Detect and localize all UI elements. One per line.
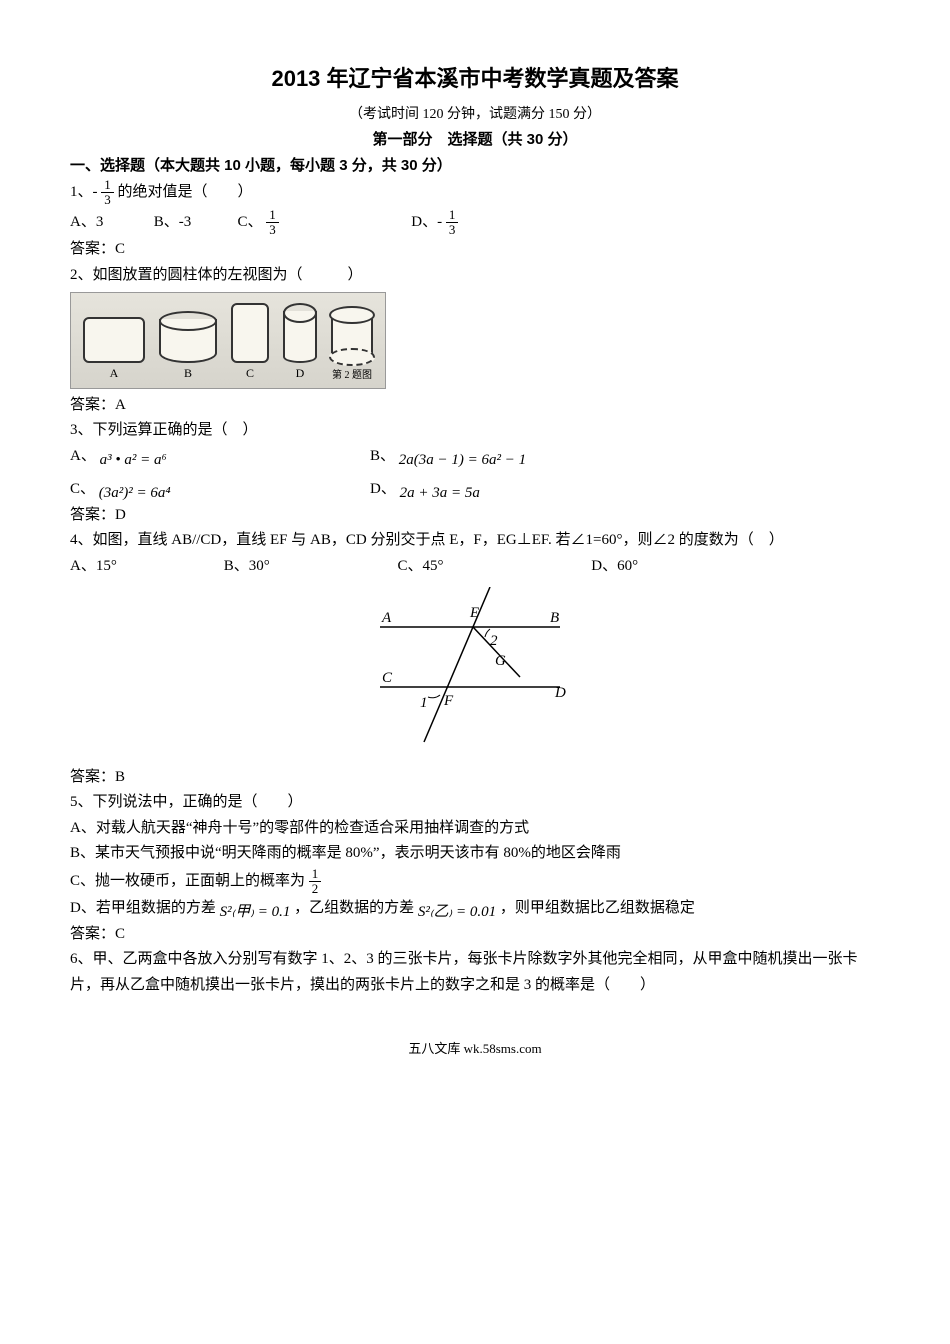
q4-choice-a: A、15°	[70, 554, 220, 580]
q2-answer: 答案：A	[70, 393, 880, 419]
q2-original: 第 2 题图	[331, 313, 373, 384]
q3-choice-a: A、 a³ • a² = a⁶	[70, 444, 370, 470]
q4-stem: 4、如图，直线 AB//CD，直线 EF 与 AB，CD 分别交于点 E，F，E…	[70, 528, 880, 554]
footer: 五八文库 wk.58sms.com	[70, 1038, 880, 1060]
q3-choice-b: B、 2a(3a − 1) = 6a² − 1	[370, 444, 526, 470]
q4-choice-c: C、45°	[398, 554, 588, 580]
svg-text:D: D	[554, 685, 566, 701]
q3-row1: A、 a³ • a² = a⁶ B、 2a(3a − 1) = 6a² − 1	[70, 444, 880, 470]
q5-stem: 5、下列说法中，正确的是（ ）	[70, 790, 880, 816]
part-title: 第一部分 选择题（共 30 分）	[70, 127, 880, 153]
q4-choice-b: B、30°	[224, 554, 394, 580]
q1-stem-part1: 1、-	[70, 184, 98, 200]
q5-choice-b: B、某市天气预报中说“明天降雨的概率是 80%”，表示明天该市有 80%的地区会…	[70, 841, 880, 867]
q3-choice-c: C、 (3a²)² = 6a⁴	[70, 477, 370, 503]
svg-text:A: A	[381, 610, 392, 626]
q1: 1、- 1 3 的绝对值是（ ）	[70, 178, 880, 208]
q5-choice-a: A、对载人航天器“神舟十号”的零部件的检查适合采用抽样调查的方式	[70, 816, 880, 842]
q4-figure: A B C D E F G 1 2	[360, 587, 590, 757]
q2-opt-d: D	[283, 311, 317, 383]
q5-answer: 答案：C	[70, 922, 880, 948]
q1-answer: 答案：C	[70, 237, 880, 263]
q1-choice-c: C、 1 3	[238, 208, 408, 238]
svg-text:C: C	[382, 670, 393, 686]
page-title: 2013 年辽宁省本溪市中考数学真题及答案	[70, 60, 880, 97]
svg-text:F: F	[443, 693, 454, 709]
q1-stem-part2: 的绝对值是（ ）	[118, 184, 253, 200]
q3-row2: C、 (3a²)² = 6a⁴ D、 2a + 3a = 5a	[70, 477, 880, 503]
q4-choices: A、15° B、30° C、45° D、60°	[70, 554, 880, 580]
q1-choice-b: B、-3	[154, 210, 234, 236]
q2-opt-a: A	[83, 317, 145, 383]
q5-choice-d: D、若甲组数据的方差 S²₍甲₎ = 0.1 ，乙组数据的方差 S²₍乙₎ = …	[70, 896, 880, 922]
q2-opt-b: B	[159, 319, 217, 383]
q2-stem: 2、如图放置的圆柱体的左视图为（ ）	[70, 263, 880, 289]
q1-choices: A、3 B、-3 C、 1 3 D、- 1 3	[70, 208, 880, 238]
q3-choice-d: D、 2a + 3a = 5a	[370, 477, 480, 503]
q6-stem: 6、甲、乙两盒中各放入分别写有数字 1、2、3 的三张卡片，每张卡片除数字外其他…	[70, 947, 880, 998]
svg-text:2: 2	[490, 633, 498, 649]
section-title: 一、选择题（本大题共 10 小题，每小题 3 分，共 30 分）	[70, 153, 880, 179]
q4-answer: 答案：B	[70, 765, 880, 791]
q1-choice-a: A、3	[70, 210, 150, 236]
svg-text:B: B	[550, 610, 559, 626]
q1-frac: 1 3	[101, 178, 114, 208]
svg-text:E: E	[469, 605, 479, 621]
q2-opt-c: C	[231, 303, 269, 383]
q4-choice-d: D、60°	[591, 554, 638, 580]
q4-svg: A B C D E F G 1 2	[360, 587, 590, 747]
q3-stem: 3、下列运算正确的是（ ）	[70, 418, 880, 444]
q1-choice-d: D、- 1 3	[411, 208, 458, 238]
svg-text:1: 1	[420, 695, 428, 711]
svg-text:G: G	[495, 653, 506, 669]
q3-answer: 答案：D	[70, 503, 880, 529]
exam-info: （考试时间 120 分钟，试题满分 150 分）	[70, 103, 880, 127]
q2-figure: A B C D 第 2 题图	[70, 292, 386, 388]
q5-choice-c: C、抛一枚硬币，正面朝上的概率为 1 2	[70, 867, 880, 897]
